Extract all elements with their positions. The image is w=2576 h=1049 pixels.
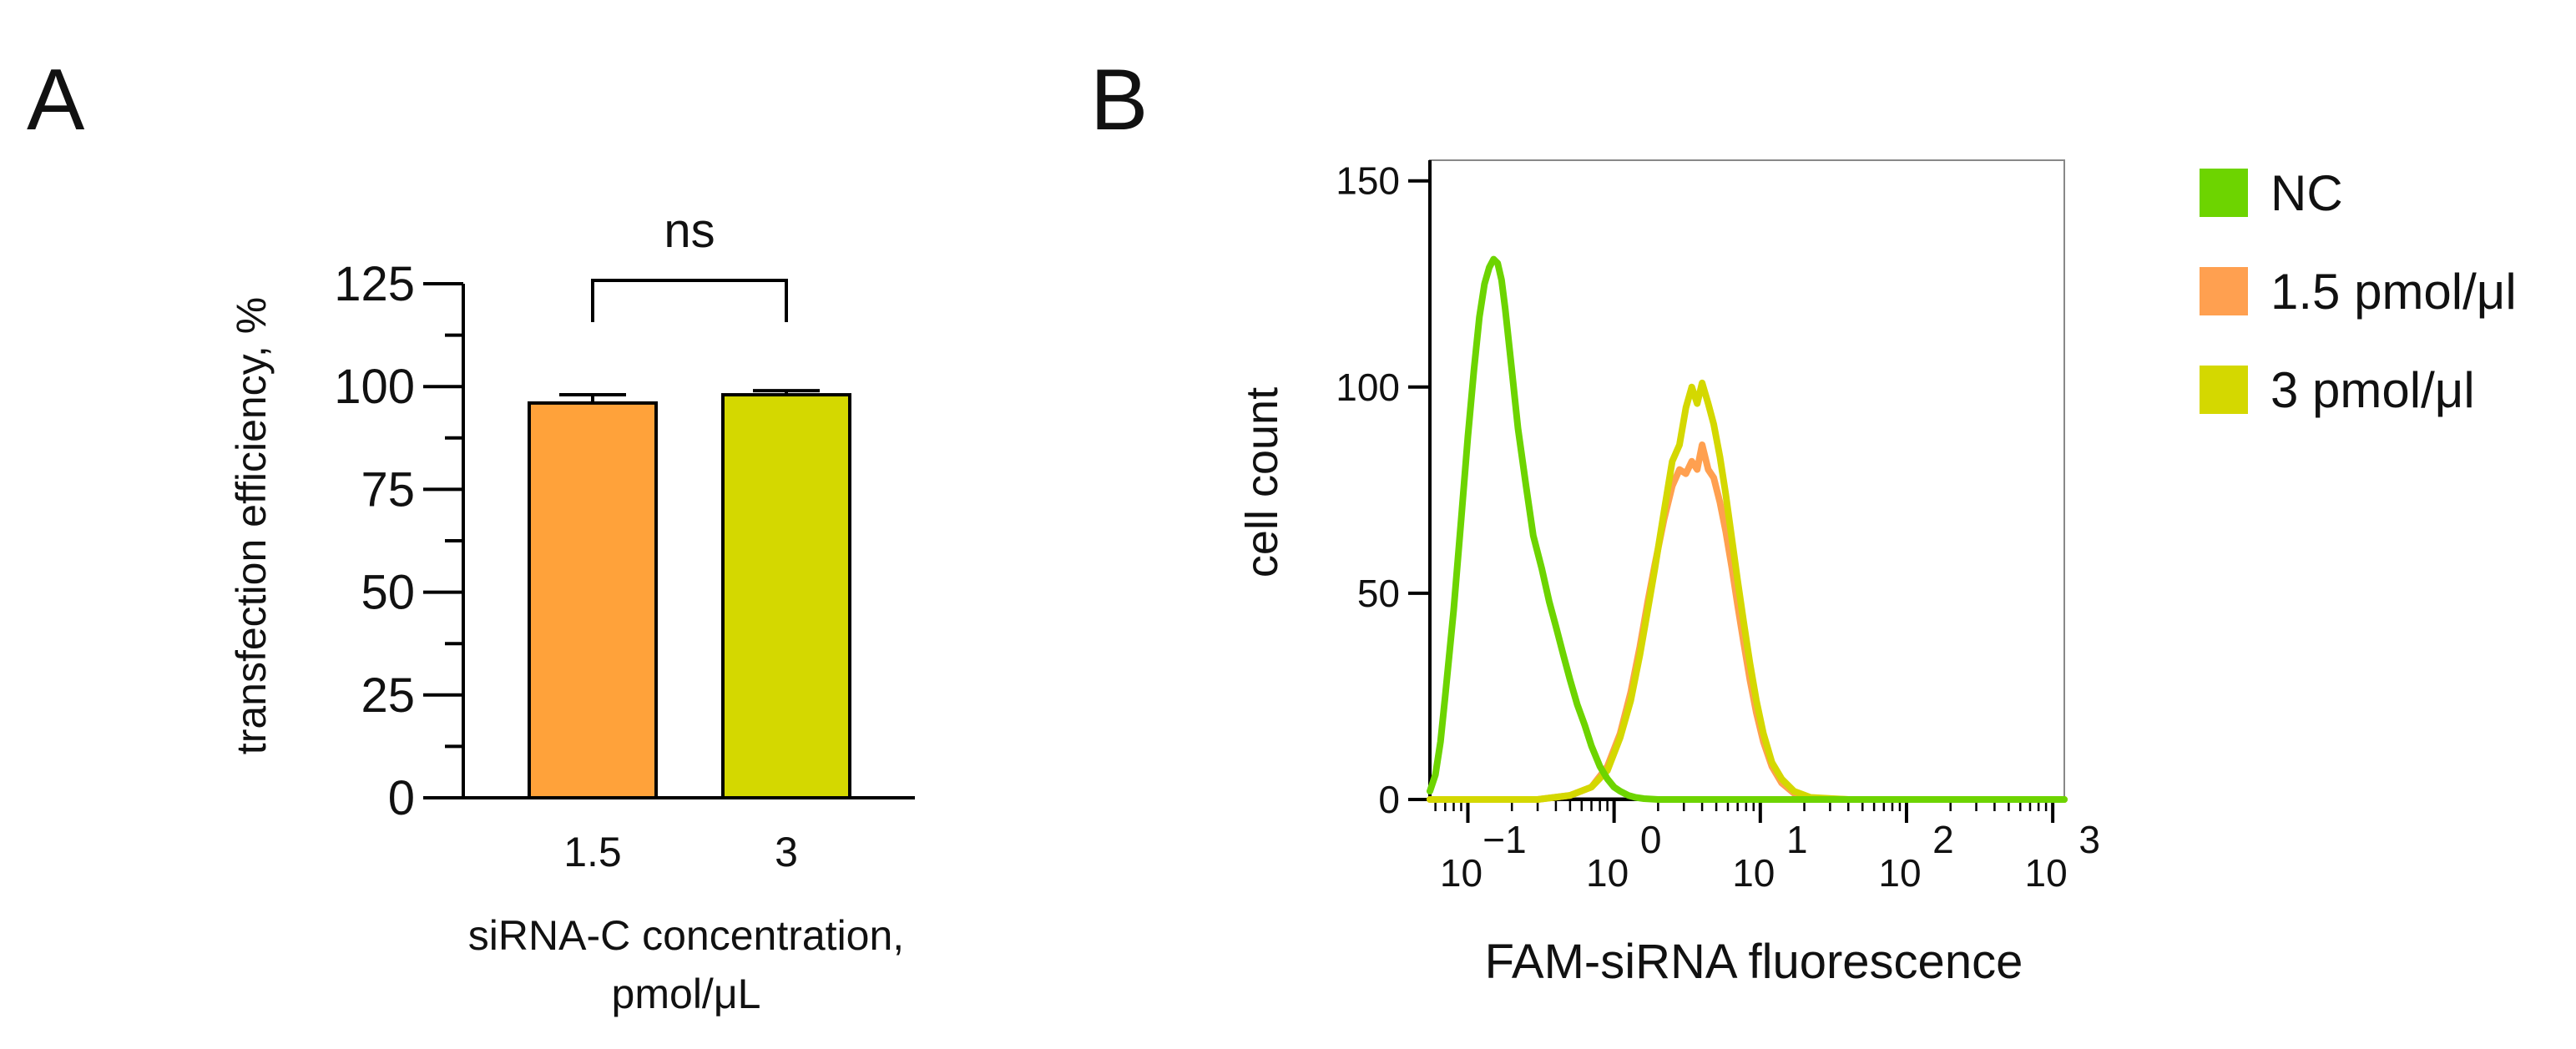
a-bar-1 bbox=[528, 401, 658, 799]
a-y-tick-label: 125 bbox=[334, 257, 415, 311]
b-x-tick-exponent: 0 bbox=[1640, 818, 1662, 861]
b-y-tick-label: 100 bbox=[1336, 366, 1400, 409]
a-y-tick-label: 100 bbox=[334, 360, 415, 414]
a-y-ticks-group: 0 25 50 75 100 125 bbox=[334, 257, 463, 825]
b-x-tick-exponent: 2 bbox=[1932, 818, 1954, 861]
b-x-tick-exponent: 1 bbox=[1786, 818, 1808, 861]
a-significance-bracket bbox=[591, 279, 788, 322]
a-y-tick-label: 75 bbox=[361, 462, 415, 517]
b-y-axis-label: cell count bbox=[1237, 387, 1287, 577]
b-y-tick-label: 50 bbox=[1357, 572, 1400, 615]
b-legend-swatch-3 bbox=[2200, 366, 2248, 414]
panel-label-b: B bbox=[1090, 52, 1148, 149]
b-legend: NC 1.5 pmol/μl 3 pmol/μl bbox=[2200, 165, 2517, 418]
b-y-ticks-group: 0 50 100 150 bbox=[1336, 159, 1430, 821]
b-x-tick-label: 10 bbox=[2025, 851, 2068, 895]
b-x-tick-label: 10 bbox=[1440, 851, 1482, 895]
b-legend-label-2: 1.5 pmol/μl bbox=[2270, 264, 2517, 320]
a-y-tick-label: 50 bbox=[361, 566, 415, 620]
b-x-tick-exponent: −1 bbox=[1482, 818, 1526, 861]
b-legend-label-3: 3 pmol/μl bbox=[2270, 362, 2475, 418]
b-legend-swatch-2 bbox=[2200, 267, 2248, 315]
b-x-tick-label: 10 bbox=[1586, 851, 1629, 895]
a-x-tick-label: 1.5 bbox=[563, 829, 622, 875]
b-x-tick-exponent: 3 bbox=[2078, 818, 2100, 861]
b-series-line-3 bbox=[1427, 379, 2068, 803]
a-x-tick-label: 3 bbox=[775, 829, 798, 875]
b-legend-label-1: NC bbox=[2270, 165, 2343, 221]
a-x-axis-label-line2: pmol/μL bbox=[612, 971, 761, 1017]
b-y-tick-label: 150 bbox=[1336, 159, 1400, 203]
a-y-axis-label: transfection efficiency, % bbox=[228, 297, 275, 754]
a-significance-label: ns bbox=[664, 204, 715, 258]
b-x-tick-label: 10 bbox=[1732, 851, 1775, 895]
a-x-axis-label-line1: siRNA-C concentration, bbox=[468, 912, 904, 959]
a-y-tick-label: 0 bbox=[388, 771, 415, 825]
b-x-axis-label: FAM-siRNA fluorescence bbox=[1485, 935, 2023, 989]
a-bar-2 bbox=[721, 393, 851, 799]
b-legend-swatch-1 bbox=[2200, 169, 2248, 217]
b-series-group bbox=[1427, 255, 2068, 803]
b-y-tick-label: 0 bbox=[1378, 778, 1400, 821]
b-series-line-1 bbox=[1427, 255, 2068, 803]
a-x-tick-labels-group: 1.5 3 bbox=[563, 829, 798, 875]
panel-label-a: A bbox=[27, 52, 85, 149]
a-y-tick-label: 25 bbox=[361, 668, 415, 723]
a-bars-group bbox=[528, 393, 851, 799]
a-error-bars-group bbox=[559, 389, 820, 403]
b-x-tick-label: 10 bbox=[1878, 851, 1921, 895]
